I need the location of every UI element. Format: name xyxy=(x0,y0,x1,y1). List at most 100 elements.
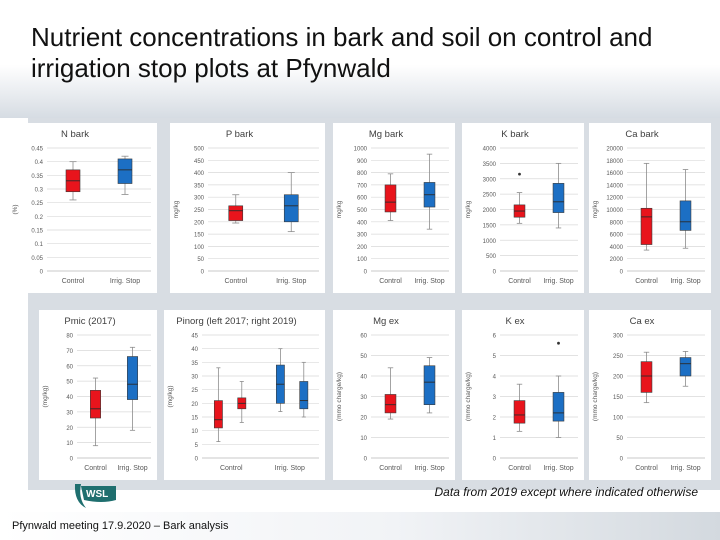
x-category-label: Irrig. Stop xyxy=(414,278,444,285)
y-tick-label: 0 xyxy=(201,270,205,276)
irrig-stop-box xyxy=(283,172,299,233)
y-tick-label: 50 xyxy=(360,354,367,360)
y-axis-label: mg/kg xyxy=(336,200,343,218)
y-tick-label: 40 xyxy=(66,395,73,401)
y-tick-label: 0.15 xyxy=(31,229,43,235)
y-tick-label: 800 xyxy=(357,171,368,177)
y-tick-label: 0.25 xyxy=(31,201,43,207)
control-box xyxy=(65,161,81,201)
y-tick-label: 2500 xyxy=(483,193,497,199)
y-tick-label: 100 xyxy=(357,257,368,263)
logo-text: WSL xyxy=(86,489,108,500)
outlier-point xyxy=(557,341,560,345)
y-tick-label: 0 xyxy=(493,457,497,463)
outlier-point xyxy=(518,172,521,176)
y-tick-label: 4000 xyxy=(483,147,497,153)
chart-background xyxy=(164,310,325,480)
y-tick-label: 300 xyxy=(613,334,624,340)
y-tick-label: 6 xyxy=(493,334,497,340)
y-tick-label: 900 xyxy=(357,159,368,165)
y-tick-label: 1 xyxy=(493,436,497,442)
y-tick-label: 0 xyxy=(620,457,624,463)
y-tick-label: 2000 xyxy=(610,257,624,263)
y-tick-label: 250 xyxy=(613,354,624,360)
control-box xyxy=(640,351,653,404)
control-box xyxy=(513,383,526,432)
x-category-label: Irrig. Stop xyxy=(670,465,700,472)
y-axis-label: (%) xyxy=(12,204,19,214)
irrig-stop-box xyxy=(552,341,565,438)
y-tick-label: 40 xyxy=(191,347,198,353)
irrig-stop-box xyxy=(127,346,138,431)
iqr-box xyxy=(384,394,397,414)
x-category-label: Irrig. Stop xyxy=(543,278,573,285)
control-box xyxy=(237,381,247,423)
y-tick-label: 20 xyxy=(66,426,73,432)
chart-panel-7: Pinorg (left 2017; right 2019) (mg/kg) 0 5 1… xyxy=(164,310,325,480)
y-tick-label: 200 xyxy=(194,220,205,226)
y-tick-label: 0.1 xyxy=(35,242,44,248)
y-axis-label: (mg/kg) xyxy=(42,385,49,407)
y-tick-label: 20000 xyxy=(606,147,623,153)
iqr-box xyxy=(679,200,692,231)
y-tick-label: 50 xyxy=(66,380,73,386)
y-tick-label: 0.3 xyxy=(35,188,44,194)
y-axis-label: (mmo charge/kg) xyxy=(465,372,472,421)
chart-background xyxy=(9,123,157,293)
iqr-box xyxy=(679,357,692,377)
y-tick-label: 150 xyxy=(194,233,205,239)
irrig-stop-box xyxy=(423,357,436,414)
y-tick-label: 1000 xyxy=(483,239,497,245)
chart-title: Pinorg (left 2017; right 2019) xyxy=(176,316,296,327)
y-tick-label: 6000 xyxy=(610,233,624,239)
logo-flag xyxy=(81,486,116,502)
x-category-label: Control xyxy=(220,465,243,472)
y-tick-label: 16000 xyxy=(606,171,623,177)
y-tick-label: 1000 xyxy=(354,147,368,153)
y-tick-label: 0 xyxy=(364,457,368,463)
chart-title: Ca ex xyxy=(630,316,655,327)
y-tick-label: 250 xyxy=(194,208,205,214)
y-tick-label: 0 xyxy=(40,270,44,276)
title-band xyxy=(0,0,720,118)
irrig-stop-box xyxy=(679,350,692,387)
control-box xyxy=(640,162,653,251)
y-axis-label: (mg/kg) xyxy=(167,385,174,407)
chart-panel-10: Ca ex (mmo charge/kg) 0 50 100 150 200 250 300 Co… xyxy=(589,310,711,480)
control-box xyxy=(384,173,397,221)
y-tick-label: 14000 xyxy=(606,183,623,189)
irrig-stop-box xyxy=(117,155,133,195)
control-box xyxy=(228,194,244,224)
y-tick-label: 700 xyxy=(357,183,368,189)
y-tick-label: 10 xyxy=(66,441,73,447)
footer-band xyxy=(0,512,720,540)
irrig-stop-box xyxy=(679,169,692,249)
y-tick-label: 8000 xyxy=(610,220,624,226)
irrig-stop-box xyxy=(275,348,285,412)
y-tick-label: 2000 xyxy=(483,208,497,214)
y-tick-label: 5 xyxy=(195,443,199,449)
iqr-box xyxy=(90,390,101,419)
chart-background xyxy=(170,123,325,293)
y-tick-label: 4 xyxy=(493,375,497,381)
x-category-label: Control xyxy=(62,278,85,285)
y-tick-label: 3500 xyxy=(483,162,497,168)
chart-background xyxy=(462,310,584,480)
y-axis-label: mg/kg xyxy=(465,200,472,218)
y-tick-label: 0.05 xyxy=(31,256,43,262)
chart-panel-8: Mg ex (mmo charge/kg) 0 10 20 30 40 50 60 Control… xyxy=(333,310,455,480)
logo-swoosh xyxy=(74,484,86,508)
y-tick-label: 25 xyxy=(191,388,198,394)
y-tick-label: 400 xyxy=(357,220,368,226)
y-tick-label: 600 xyxy=(357,196,368,202)
y-tick-label: 60 xyxy=(360,334,367,340)
y-tick-label: 20 xyxy=(360,416,367,422)
x-category-label: Control xyxy=(635,465,658,472)
x-category-label: Irrig. Stop xyxy=(117,465,147,472)
iqr-box xyxy=(299,381,309,410)
irrig-stop-box xyxy=(423,153,436,230)
y-tick-label: 100 xyxy=(613,416,624,422)
x-category-label: Irrig. Stop xyxy=(414,465,444,472)
iqr-box xyxy=(640,361,653,393)
y-tick-label: 0 xyxy=(364,270,368,276)
